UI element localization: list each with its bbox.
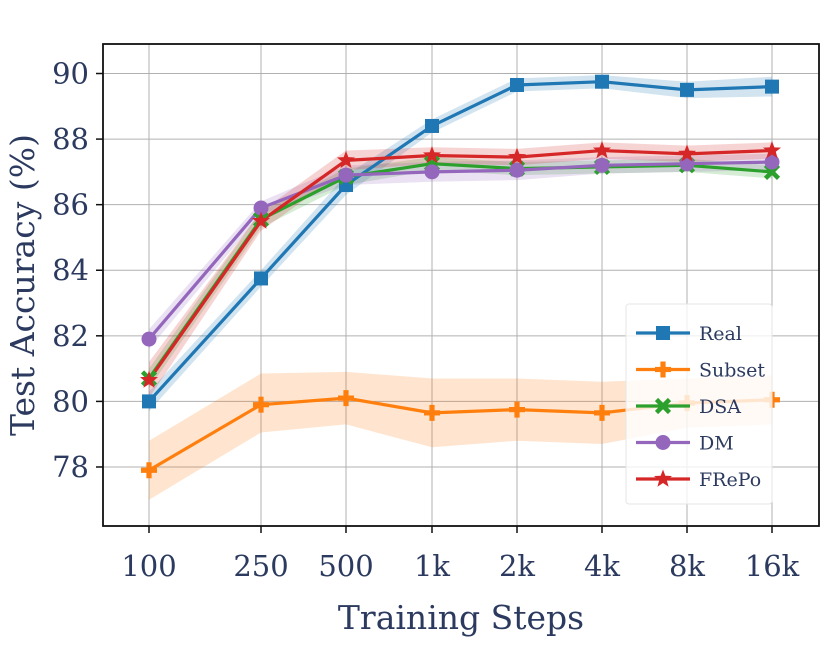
real-point — [254, 271, 268, 286]
x-axis-title: Training Steps — [338, 598, 584, 637]
legend-label-subset: Subset — [699, 360, 765, 382]
dm-point — [594, 157, 610, 173]
y-tick-label: 88 — [52, 122, 89, 156]
legend-marker-real — [656, 326, 670, 340]
real-point — [680, 82, 694, 97]
frepo-point — [507, 147, 527, 165]
subset-point — [141, 462, 157, 479]
confidence-bands — [149, 75, 772, 500]
series-lines — [147, 80, 773, 472]
frepo-point — [251, 211, 271, 229]
y-tick-label: 80 — [52, 384, 89, 418]
real-point — [510, 77, 524, 92]
frepo-point — [139, 370, 159, 388]
legend-box — [625, 303, 773, 505]
y-tick-label: 78 — [52, 450, 89, 484]
plot-frame — [102, 43, 820, 527]
legend-marker-subset — [655, 361, 671, 378]
x-tick-label: 250 — [233, 549, 288, 583]
dm-point — [253, 200, 269, 216]
y-tick-label: 90 — [52, 57, 89, 91]
real-point — [765, 79, 779, 94]
y-axis-title: Test Accuracy (%) — [3, 134, 42, 436]
real-line — [147, 80, 773, 403]
subset-band — [149, 371, 772, 500]
legend-label-frepo: FRePo — [699, 469, 761, 491]
x-tick-label: 4k — [584, 549, 620, 583]
x-tick-label: 16k — [745, 549, 800, 583]
x-tick-label: 2k — [499, 549, 535, 583]
dm-line — [147, 160, 773, 341]
real-point — [142, 394, 156, 409]
legend-label-dm: DM — [699, 433, 734, 455]
x-tick-label: 1k — [414, 549, 450, 583]
y-tick-label: 86 — [52, 188, 89, 222]
x-tick-label: 8k — [669, 549, 705, 583]
legend-label-real: Real — [699, 323, 742, 345]
dm-point — [764, 154, 780, 170]
legend-label-dsa: DSA — [699, 396, 741, 418]
x-tick-label: 500 — [318, 549, 373, 583]
subset-point — [509, 401, 525, 418]
y-tick-label: 82 — [52, 319, 89, 353]
frepo-point — [592, 141, 612, 159]
dm-point — [509, 162, 525, 178]
frepo-point — [762, 141, 782, 159]
frepo-line — [147, 148, 773, 382]
legend: Real Subset DSA DM FRePo — [625, 303, 773, 505]
legend-marker-frepo — [653, 469, 673, 487]
subset-point — [253, 396, 269, 413]
series-markers — [139, 74, 782, 479]
frepo-point — [422, 145, 442, 164]
subset-point — [594, 404, 610, 421]
real-point — [595, 74, 609, 89]
dm-point — [424, 164, 440, 180]
dm-point — [141, 331, 157, 347]
x-tick-label: 100 — [121, 549, 176, 583]
y-axis-ticks: 78 80 82 84 86 88 90 — [52, 57, 103, 484]
real-point — [425, 118, 439, 133]
x-axis-ticks: 100 250 500 1k 2k 4k 8k 16k — [121, 526, 800, 583]
frepo-point — [677, 144, 697, 162]
subset-point — [424, 404, 440, 421]
subset-point — [338, 390, 354, 407]
dm-point — [338, 167, 354, 183]
dm-point — [679, 156, 695, 172]
legend-marker-dm — [655, 435, 671, 450]
legend-marker-dsa — [654, 397, 672, 415]
frepo-point — [336, 150, 356, 169]
y-tick-label: 84 — [52, 253, 89, 287]
